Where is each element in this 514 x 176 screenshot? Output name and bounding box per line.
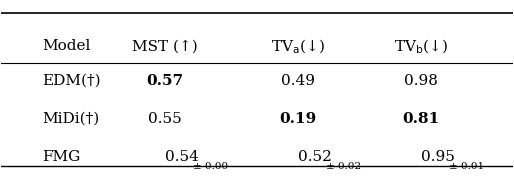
Text: MiDi(†): MiDi(†) [42,112,100,126]
Text: 0.55: 0.55 [148,112,182,126]
Text: 0.19: 0.19 [279,112,317,126]
Text: ± 0.00: ± 0.00 [193,162,228,171]
Text: 0.57: 0.57 [146,74,183,87]
Text: 0.52: 0.52 [298,150,332,164]
Text: FMG: FMG [42,150,81,164]
Text: MST (↑): MST (↑) [132,39,198,54]
Text: 0.49: 0.49 [281,74,315,87]
Text: 0.98: 0.98 [403,74,437,87]
Text: TV$_\mathrm{b}$(↓): TV$_\mathrm{b}$(↓) [394,37,448,56]
Text: 0.95: 0.95 [420,150,454,164]
Text: 0.81: 0.81 [402,112,439,126]
Text: ± 0.02: ± 0.02 [326,162,361,171]
Text: TV$_\mathrm{a}$(↓): TV$_\mathrm{a}$(↓) [271,37,325,56]
Text: EDM(†): EDM(†) [42,74,101,87]
Text: 0.54: 0.54 [165,150,199,164]
Text: ± 0.01: ± 0.01 [449,162,484,171]
Text: Model: Model [42,39,90,54]
